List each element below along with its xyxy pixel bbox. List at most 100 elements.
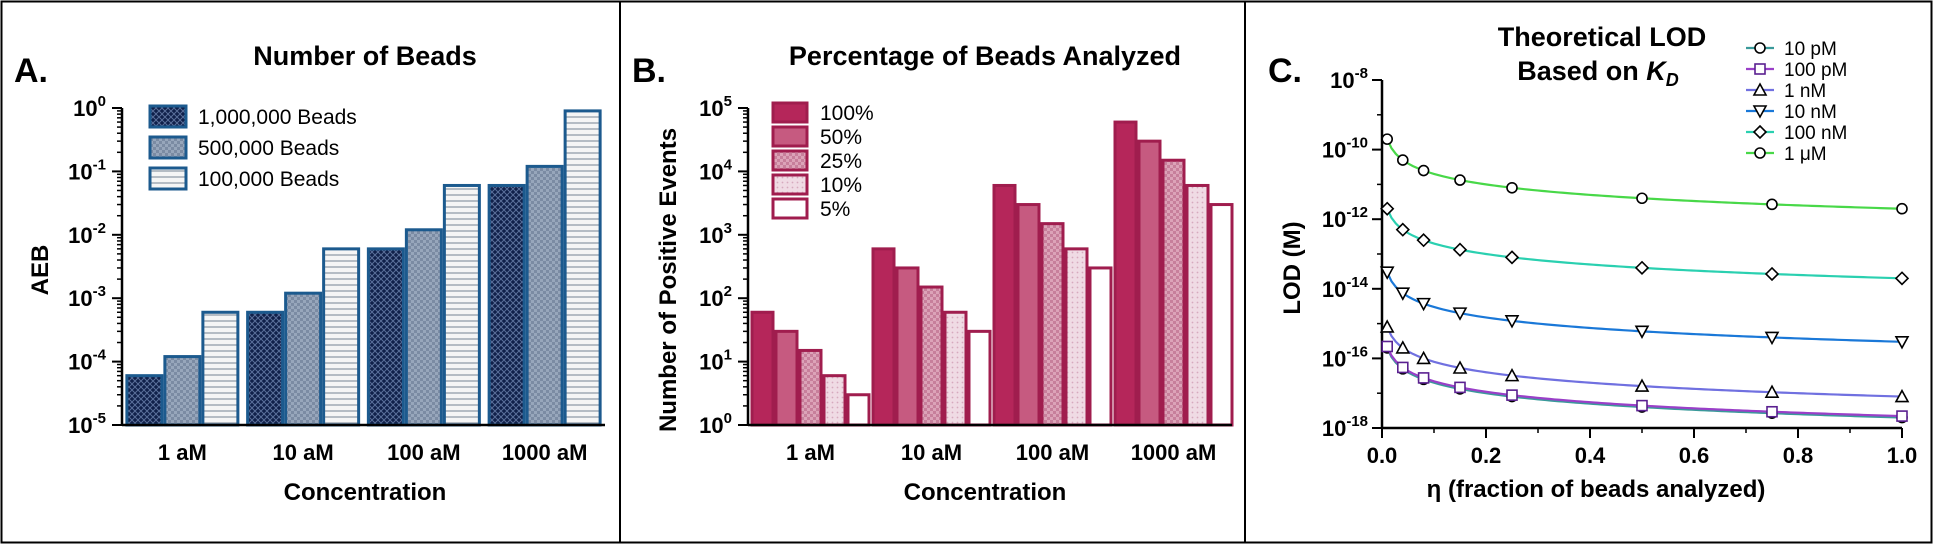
bar-1000-aM-series-1 <box>525 164 564 427</box>
y-tick-label-base: 10 <box>68 413 92 438</box>
y-tick-label-base: 10 <box>1322 207 1346 232</box>
y-tick-label-exp: -12 <box>1346 204 1368 221</box>
y-tick-label: 103 <box>699 220 732 248</box>
bar-1000-aM-series-4 <box>1209 203 1234 427</box>
y-tick-label: 102 <box>699 283 732 311</box>
legend-label: 100 nM <box>1784 123 1847 144</box>
data-point <box>1379 319 1395 333</box>
bar-100-aM-series-4 <box>1088 266 1113 427</box>
data-point <box>1417 372 1430 384</box>
panel-b-title: Percentage of Beads Analyzed <box>789 41 1181 71</box>
x-tick-label: 1000 aM <box>502 440 588 465</box>
data-point <box>1764 331 1780 346</box>
y-tick-label: 100 <box>699 410 732 438</box>
panel-a-y-axis-label: AEB <box>27 245 54 296</box>
bar-1-aM-series-3 <box>822 374 847 427</box>
data-point <box>1454 381 1466 394</box>
data-point <box>1896 202 1908 215</box>
y-tick-label-exp: -14 <box>1346 274 1368 291</box>
panel-a-title: Number of Beads <box>253 41 477 71</box>
data-point <box>1397 154 1409 166</box>
legend-label: 1,000,000 Beads <box>198 106 357 129</box>
bar-1-aM-series-0 <box>125 374 164 427</box>
panel-b-y-axis-label: Number of Positive Events <box>655 128 682 432</box>
legend-swatch <box>148 135 188 160</box>
bar-10-aM-series-0 <box>246 310 285 427</box>
x-tick-label: 0.2 <box>1471 443 1502 468</box>
y-tick-label-base: 10 <box>699 286 723 311</box>
x-tick-label: 100 aM <box>387 440 460 465</box>
panel-c: C. Theoretical LOD Based on KD LOD (M) η… <box>1268 22 1917 503</box>
data-point <box>1636 399 1648 412</box>
legend-swatch <box>148 104 188 129</box>
bar-10-aM-series-2 <box>322 247 361 427</box>
panel-b-legend: 100%50%25%10%5% <box>771 101 874 221</box>
y-tick-label: 10-4 <box>68 347 106 375</box>
legend-swatch <box>771 149 809 172</box>
panel-a-x-ticks: 1 aM 10 aM 100 aM 1000 aM <box>158 440 588 465</box>
legend-marker <box>1754 42 1766 54</box>
y-tick-label-exp: 3 <box>724 220 732 237</box>
data-point <box>1634 378 1650 392</box>
y-tick-label: 10-3 <box>68 283 106 311</box>
panel-b-bars <box>750 120 1234 427</box>
panel-c-series <box>1379 133 1910 424</box>
legend-label: 500,000 Beads <box>198 137 339 160</box>
data-point <box>1766 198 1778 211</box>
series-3 <box>1379 266 1910 350</box>
bar-1000-aM-series-2 <box>1161 158 1186 427</box>
bar-1-aM-series-2 <box>201 310 240 427</box>
bar-1000-aM-series-0 <box>487 183 526 427</box>
data-point <box>1416 233 1431 248</box>
legend-label: 10 nM <box>1784 102 1837 123</box>
y-tick-label-exp: -16 <box>1346 343 1368 360</box>
panel-c-letter: C. <box>1268 52 1302 90</box>
y-tick-label: 100 <box>73 93 106 121</box>
data-point <box>1764 384 1780 398</box>
panel-a-x-axis-label: Concentration <box>284 479 447 506</box>
y-tick-label-base: 10 <box>1330 68 1354 93</box>
panel-c-x-axis-label: η (fraction of beads analyzed) <box>1427 476 1766 503</box>
y-tick-label-base: 10 <box>1322 416 1346 441</box>
x-tick-label: 0.6 <box>1679 443 1710 468</box>
series-4 <box>1380 201 1910 286</box>
y-tick-label-base: 10 <box>73 96 97 121</box>
legend-label: 100% <box>820 102 874 125</box>
bar-10-aM-series-3 <box>943 310 968 427</box>
legend-label: 10 pM <box>1784 39 1837 60</box>
legend-marker <box>1754 63 1766 75</box>
data-point <box>1381 340 1393 353</box>
y-tick-label-base: 10 <box>699 96 723 121</box>
data-point <box>1379 266 1395 280</box>
data-point <box>1504 367 1520 382</box>
legend-label: 1 nM <box>1784 81 1826 102</box>
x-tick-label: 0.0 <box>1367 443 1398 468</box>
legend-swatch <box>771 125 809 148</box>
panel-c-title-line2: Based on KD <box>1517 56 1679 90</box>
x-tick-label: 0.4 <box>1575 443 1606 468</box>
data-point <box>1452 307 1468 321</box>
bar-1000-aM-series-1 <box>1137 139 1162 427</box>
series-5 <box>1381 133 1908 215</box>
bar-1000-aM-series-2 <box>563 109 602 427</box>
legend-label: 50% <box>820 126 862 149</box>
data-point <box>1452 242 1468 257</box>
x-tick-label: 100 aM <box>1016 440 1089 465</box>
bar-1000-aM-series-3 <box>1185 183 1210 427</box>
data-point <box>1636 192 1648 205</box>
data-point <box>1380 201 1395 216</box>
data-point <box>1417 164 1430 177</box>
data-point <box>1416 297 1431 312</box>
data-point <box>1395 287 1411 301</box>
panel-c-y-axis-label: LOD (M) <box>1279 221 1306 314</box>
panel-a-axes <box>120 108 605 427</box>
legend-label: 1 μM <box>1784 144 1827 165</box>
series-2 <box>1379 319 1910 403</box>
y-tick-label-exp: -10 <box>1346 135 1368 152</box>
y-tick-label-base: 10 <box>699 413 723 438</box>
legend-marker <box>1754 147 1766 159</box>
data-point <box>1397 361 1409 374</box>
y-tick-label-base: 10 <box>68 286 92 311</box>
